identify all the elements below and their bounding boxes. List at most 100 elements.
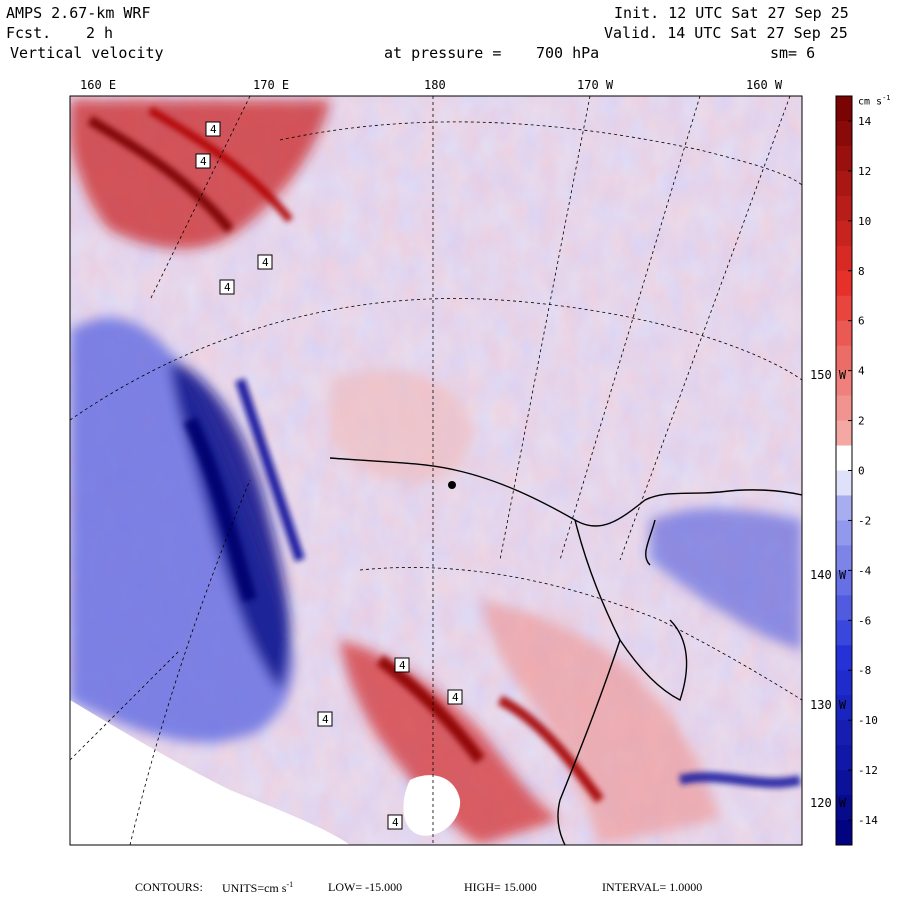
footer-high: HIGH= 15.000 bbox=[464, 880, 537, 894]
svg-text:4: 4 bbox=[322, 713, 329, 726]
band-blue-1 bbox=[183, 416, 257, 602]
pressure-value: 700 hPa bbox=[536, 44, 600, 62]
coastline bbox=[329, 457, 802, 845]
svg-text:4: 4 bbox=[262, 256, 269, 269]
colorbar-swatch bbox=[836, 720, 852, 746]
colorbar-swatch bbox=[836, 245, 852, 272]
colorbar-swatch bbox=[836, 320, 852, 347]
band-red-3 bbox=[376, 655, 485, 764]
annotation-box: 4 bbox=[394, 657, 410, 673]
band-blue-2 bbox=[235, 378, 305, 562]
pressure-label: at pressure = bbox=[384, 44, 502, 62]
colorbar-swatch bbox=[836, 145, 852, 172]
colorbar-tick-label: -8 bbox=[858, 664, 871, 677]
colorbar-tick-label: -6 bbox=[858, 614, 871, 627]
colorbar-tick-label: 12 bbox=[858, 165, 871, 178]
svg-text:4: 4 bbox=[200, 155, 207, 168]
edge-label-140w: 140 W bbox=[810, 568, 847, 582]
colorbar-tick-label: 2 bbox=[858, 415, 865, 428]
colorbar-swatch bbox=[836, 670, 852, 696]
colorbar-swatch bbox=[836, 220, 852, 247]
colorbar-tick-label: 8 bbox=[858, 265, 865, 278]
colorbar-tick-label: -2 bbox=[858, 514, 871, 527]
colorbar-unit: cm s-1 bbox=[858, 94, 891, 108]
edge-label-130w: 130 W bbox=[810, 698, 847, 712]
station-marker bbox=[448, 481, 456, 489]
svg-text:4: 4 bbox=[224, 281, 231, 294]
colorbar-tick-label: -10 bbox=[858, 714, 878, 727]
annotation-box: 4 bbox=[205, 121, 221, 137]
colorbar-swatch bbox=[836, 695, 852, 721]
band-red-4 bbox=[497, 695, 604, 804]
colorbar-swatch bbox=[836, 770, 852, 796]
band-blue-3 bbox=[678, 772, 802, 788]
colorbar-tick-label: 14 bbox=[858, 115, 872, 128]
lon-label-180: 180 bbox=[424, 78, 446, 92]
colorbar-swatch bbox=[836, 96, 852, 122]
annotation-box: 4 bbox=[195, 153, 211, 169]
colorbar-swatch bbox=[836, 120, 852, 147]
svg-text:4: 4 bbox=[399, 659, 406, 672]
band-red-1 bbox=[87, 115, 234, 234]
region-central-pink bbox=[330, 369, 471, 483]
colorbar-swatch bbox=[836, 545, 852, 571]
colorbar-swatch bbox=[836, 595, 852, 621]
colorbar-swatch bbox=[836, 270, 852, 297]
colorbar-tick-label: -4 bbox=[858, 564, 872, 577]
annotation-box: 4 bbox=[257, 254, 273, 270]
colorbar-tick-label: 10 bbox=[858, 215, 871, 228]
colorbar-swatch bbox=[836, 170, 852, 197]
lon-label-160e: 160 E bbox=[80, 78, 117, 92]
valid-time: Valid. 14 UTC Sat 27 Sep 25 bbox=[604, 24, 848, 42]
colorbar-swatch bbox=[836, 295, 852, 322]
colorbar-swatch bbox=[836, 345, 852, 372]
edge-label-150w: 150 W bbox=[810, 368, 847, 382]
svg-text:4: 4 bbox=[210, 123, 217, 136]
lon-label-160w: 160 W bbox=[746, 78, 783, 92]
colorbar-swatch bbox=[836, 645, 852, 671]
footer-low: LOW= -15.000 bbox=[328, 880, 403, 894]
edge-label-120w: 120 W bbox=[810, 796, 847, 810]
colorbar-tick-label: -12 bbox=[858, 764, 878, 777]
svg-text:4: 4 bbox=[452, 691, 459, 704]
annotation-box: 4 bbox=[317, 711, 333, 727]
colorbar-swatch bbox=[836, 520, 852, 546]
annotation-boxes: 4 4 4 4 4 4 4 4 bbox=[195, 121, 463, 830]
region-east-blue bbox=[650, 508, 802, 650]
colorbar-tick-label: 4 bbox=[858, 365, 865, 378]
colorbar-swatch bbox=[836, 795, 852, 821]
no-data-southwest bbox=[70, 700, 350, 845]
svg-text:4: 4 bbox=[392, 816, 399, 829]
colorbar-tick-label: 0 bbox=[858, 465, 865, 478]
colorbar-swatch bbox=[836, 820, 852, 846]
annotation-box: 4 bbox=[387, 814, 403, 830]
colorbar-swatch bbox=[836, 420, 852, 447]
band-red-2 bbox=[147, 106, 294, 223]
colorbar: 14 12 10 8 6 4 2 0 -2 -4 -6 -8 -10 -12 -14 bbox=[835, 95, 878, 846]
colorbar-swatch bbox=[836, 745, 852, 771]
lon-label-170w: 170 W bbox=[577, 78, 614, 92]
region-ridge-red bbox=[340, 640, 560, 845]
colorbar-swatch bbox=[836, 395, 852, 422]
annotation-box: 4 bbox=[219, 279, 235, 295]
region-west-blue bbox=[70, 318, 294, 743]
graticule bbox=[70, 96, 802, 845]
lon-label-170e: 170 E bbox=[253, 78, 290, 92]
annotation-box: 4 bbox=[447, 689, 463, 705]
no-data-south-patch bbox=[403, 775, 461, 836]
footer-units: UNITS=cm s-1 bbox=[222, 880, 294, 895]
colorbar-swatch bbox=[836, 620, 852, 646]
colorbar-tick-label: -14 bbox=[858, 814, 878, 827]
init-time: Init. 12 UTC Sat 27 Sep 25 bbox=[614, 4, 849, 22]
colorbar-swatch bbox=[836, 470, 852, 496]
colorbar-tick-label: 6 bbox=[858, 315, 865, 328]
colorbar-swatch bbox=[836, 195, 852, 222]
region-south-red bbox=[480, 600, 720, 845]
smoothing-value: sm= 6 bbox=[770, 44, 816, 62]
footer-interval: INTERVAL= 1.0000 bbox=[602, 880, 703, 894]
field-name: Vertical velocity bbox=[10, 44, 164, 62]
colorbar-swatch bbox=[836, 445, 852, 471]
forecast-value: 2 h bbox=[86, 24, 114, 42]
map-frame bbox=[69, 95, 803, 846]
